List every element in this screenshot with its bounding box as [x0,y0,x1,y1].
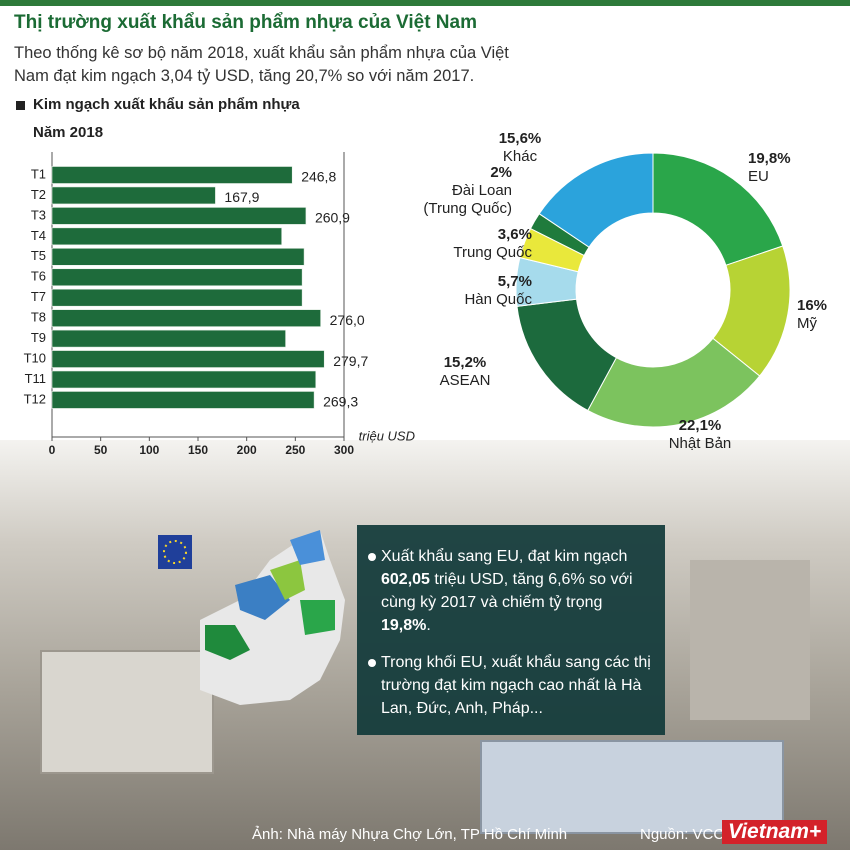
value-label: 269,3 [323,394,358,410]
top-bar [0,0,850,6]
bar [51,227,283,246]
value-label: 3,6% [497,226,532,243]
value-label: 2% [490,164,512,181]
y-tick-label: T3 [31,207,46,222]
x-tick-label: 50 [94,443,108,457]
value-label: 16% [797,297,828,314]
slice-label: 5,7% Hàn Quốc [412,273,532,309]
x-tick-label: 0 [49,443,56,457]
logo: Vietnam+ [722,820,828,844]
slice-label: 15,2% ASEAN [405,354,525,390]
bullet-square [16,101,25,110]
bar [51,186,216,205]
bar [51,329,286,348]
pie-slice [538,152,654,248]
value-label: 5,7% [497,273,532,290]
x-tick-label: 250 [285,443,305,457]
bullet-text: Xuất khẩu sang EU, đạt kim ngạch [381,548,628,565]
y-tick-label: T7 [31,289,46,304]
bullet-text: 602,05 [381,571,430,588]
info-box: Xuất khẩu sang EU, đạt kim ngạch 602,05 … [357,525,665,735]
y-tick-label: T1 [31,166,46,181]
y-tick-label: T12 [24,391,46,406]
map-region [270,560,305,600]
bullet-text: triệu USD, tăng 6,6% so với cùng kỳ 2017… [381,571,633,611]
category-label: ASEAN [439,372,491,389]
value-label: 279,7 [333,353,368,369]
bullet-text: Trong khối EU, xuất khẩu sang các thị tr… [381,654,651,717]
x-tick-label: 150 [188,443,208,457]
x-tick-label: 300 [334,443,354,457]
category-label: Khác [502,148,538,165]
value-label: 15,6% [498,130,542,147]
title: Thị trường xuất khẩu sản phẩm nhựa của V… [14,12,477,33]
bar [51,166,293,184]
bar [51,288,303,307]
y-tick-label: T11 [25,371,46,386]
description: Theo thống kê sơ bộ năm 2018, xuất khẩu … [14,44,509,85]
category-label: EU [748,168,769,185]
x-tick-label: 100 [139,443,159,457]
category-label: Hàn Quốc [464,291,532,308]
bar [51,248,305,266]
bullet-text: 19,8% [381,617,427,634]
pie-slice [587,337,761,428]
map [200,530,345,705]
map-region [300,600,335,635]
value-label: 19,8% [748,150,791,167]
bullet: Trong khối EU, xuất khẩu sang các thị tr… [368,651,651,720]
y-tick-label: T10 [24,350,46,365]
photo-credit: Ảnh: Nhà máy Nhựa Chợ Lớn, TP Hồ Chí Min… [252,826,568,843]
bullet-text: . [426,617,431,634]
bar [51,350,325,368]
slice-label: 15,6% Khác [460,130,580,166]
slice-label: 19,8% EU [748,150,828,186]
category-label: Nhật Bản [668,435,732,452]
value-label: 260,9 [315,210,350,226]
bar [51,207,307,225]
y-tick-label: T9 [31,330,46,345]
category-label: Trung Quốc [453,244,532,261]
value-label: 246,8 [301,169,336,185]
slice-label: 22,1% Nhật Bản [640,417,760,453]
value-label: 15,2% [443,354,487,371]
bar-subtitle: Năm 2018 [33,124,104,141]
y-tick-label: T2 [31,187,46,202]
category-label: Mỹ [797,315,817,332]
bar [51,391,315,409]
y-tick-label: T5 [31,248,46,263]
map-region [290,530,325,565]
y-tick-label: T8 [31,310,46,325]
machine [480,740,784,834]
bar [51,370,317,389]
value-label: 276,0 [330,312,365,328]
x-tick-label: 200 [237,443,257,457]
x-axis-label: triệu USD [359,428,415,443]
bar-title: Kim ngạch xuất khẩu sản phẩm nhựa [33,96,300,113]
bullet: Xuất khẩu sang EU, đạt kim ngạch 602,05 … [368,545,651,637]
value-label: 22,1% [678,417,722,434]
bar [51,268,303,287]
machine [40,650,214,774]
bar [51,309,321,327]
map-region [235,575,290,620]
y-tick-label: T6 [31,269,46,284]
source: Nguồn: VCCI [640,826,729,843]
map-region [205,625,250,660]
value-label: 167,9 [224,189,259,205]
slice-label: 3,6% Trung Quốc [412,226,532,262]
slice-label: 16% Mỹ [797,297,850,333]
y-tick-label: T4 [31,228,46,243]
machine [690,560,810,720]
category-label: Đài Loan (Trung Quốc) [423,182,512,217]
slice-label: 2% Đài Loan (Trung Quốc) [392,164,512,218]
eu-stars [163,540,187,564]
